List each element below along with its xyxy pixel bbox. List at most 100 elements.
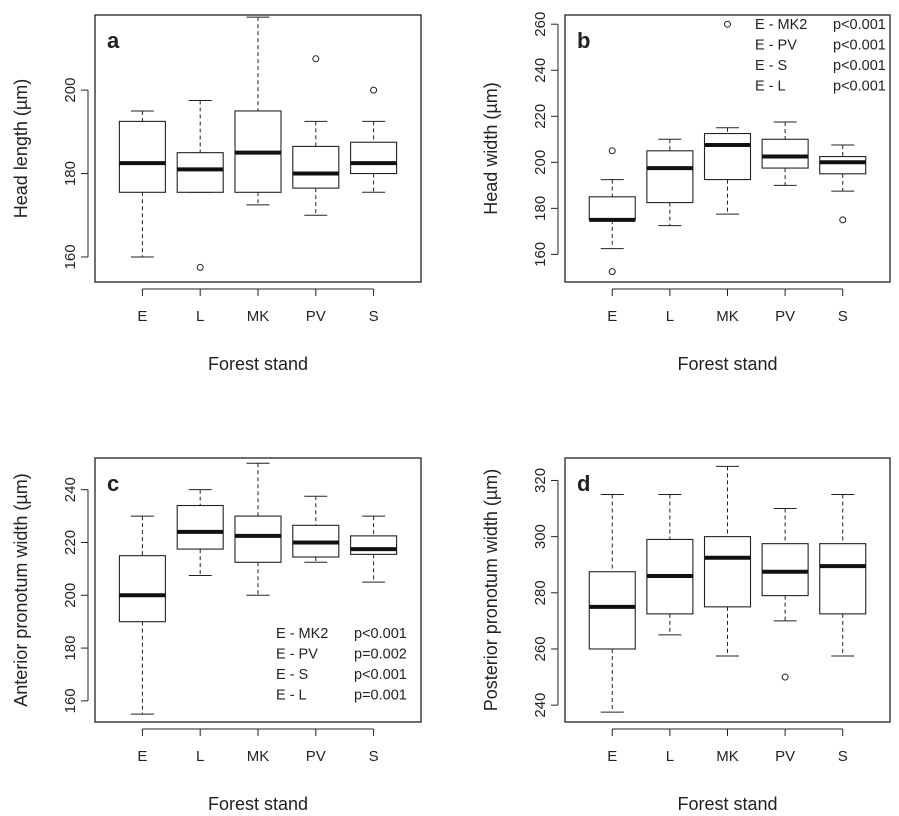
box-PV <box>292 55 340 216</box>
y-tick-label: 160 <box>532 242 549 267</box>
box-S <box>350 86 398 193</box>
x-tick-label: L <box>196 748 204 765</box>
iqr-box <box>819 543 867 615</box>
box-E <box>588 147 636 276</box>
annotation-p-value: p<0.001 <box>833 17 886 33</box>
y-axis-title: Anterior pronotum width (µm) <box>11 473 31 706</box>
iqr-box <box>234 515 282 563</box>
outlier-point <box>839 216 847 224</box>
outlier-point <box>608 268 616 276</box>
box-S <box>819 144 867 224</box>
outlier-point <box>608 147 616 155</box>
y-tick-label: 220 <box>532 104 549 129</box>
annotation-pair: E - S <box>276 667 308 683</box>
y-tick-label: 320 <box>532 468 549 493</box>
box-MK <box>234 16 282 206</box>
y-tick-label: 240 <box>532 693 549 718</box>
panel-label: d <box>577 471 590 496</box>
y-axis-title: Head width (µm) <box>481 82 501 214</box>
panel-a: a 160 180 200 E L MK PV S Forest stand Head length… <box>11 14 422 374</box>
panel-label: c <box>107 471 119 496</box>
box-L <box>176 489 224 576</box>
x-tick-label: PV <box>775 748 795 765</box>
box-S <box>819 494 867 657</box>
x-tick-label: L <box>666 308 674 325</box>
y-tick-label: 200 <box>532 150 549 175</box>
y-tick-label: 260 <box>532 636 549 661</box>
outlier-point <box>312 55 320 63</box>
y-tick-label: 240 <box>532 58 549 83</box>
y-tick-label: 260 <box>532 12 549 37</box>
iqr-box <box>588 196 636 221</box>
panel-c: c 160 180 200 220 240 E L MK PV S Forest stand Anter… <box>11 457 422 814</box>
iqr-box <box>176 504 224 550</box>
outlier-point <box>781 673 789 681</box>
x-tick-label: S <box>369 748 379 765</box>
annotation-pair: E - L <box>755 79 786 95</box>
box-L <box>176 100 224 271</box>
x-tick-label: S <box>369 308 379 325</box>
annotation-pair: E - S <box>755 58 787 74</box>
y-tick-label: 160 <box>62 244 79 269</box>
annotation-pair: E - MK2 <box>755 17 807 33</box>
iqr-box <box>761 138 809 169</box>
iqr-box <box>118 120 166 193</box>
x-tick-label: PV <box>306 748 326 765</box>
x-axis-title: Forest stand <box>208 354 308 374</box>
outlier-point <box>196 263 204 271</box>
plot-frame <box>564 457 891 723</box>
iqr-box <box>588 571 636 650</box>
iqr-box <box>176 152 224 193</box>
box-MK <box>234 462 282 596</box>
outlier-point <box>724 20 731 28</box>
x-tick-label: MK <box>247 748 270 765</box>
x-tick-label: PV <box>775 308 795 325</box>
plot-frame <box>94 457 422 723</box>
box-PV <box>761 508 809 681</box>
x-tick-label: L <box>666 748 674 765</box>
panel-b: b 160 180 200 220 240 260 E L MK PV S Forest stand He… <box>481 12 891 374</box>
box-E <box>588 494 636 713</box>
x-tick-label: E <box>137 748 147 765</box>
outlier-point <box>370 86 378 94</box>
annotation-p-value: p=0.001 <box>354 688 407 704</box>
y-tick-label: 160 <box>62 688 79 713</box>
plot-frame <box>564 14 891 283</box>
box-PV <box>292 495 340 563</box>
x-axis-title: Forest stand <box>677 794 777 814</box>
iqr-box <box>703 132 752 181</box>
y-tick-label: 300 <box>532 524 549 549</box>
box-MK <box>703 465 752 657</box>
y-axis-title: Head length (µm) <box>11 79 31 218</box>
annotation-p-value: p<0.001 <box>354 667 407 683</box>
x-axis-title: Forest stand <box>677 354 777 374</box>
annotation-p-value: p<0.001 <box>833 79 886 95</box>
box-L <box>646 138 694 227</box>
y-tick-label: 200 <box>62 583 79 608</box>
iqr-box <box>819 156 867 175</box>
box-MK <box>703 20 752 215</box>
x-tick-label: E <box>607 748 617 765</box>
box-E <box>118 515 166 715</box>
y-tick-label: 220 <box>62 530 79 555</box>
box-PV <box>761 121 809 186</box>
x-tick-label: E <box>607 308 617 325</box>
annotation-p-value: p<0.001 <box>354 626 407 642</box>
x-axis-title: Forest stand <box>208 794 308 814</box>
iqr-box <box>292 145 340 189</box>
iqr-box <box>761 543 809 597</box>
y-tick-label: 180 <box>62 161 79 186</box>
annotation-pair: E - L <box>276 688 307 704</box>
iqr-box <box>118 555 166 623</box>
iqr-box <box>350 535 398 555</box>
box-L <box>646 494 694 636</box>
plot-frame <box>94 14 422 283</box>
x-tick-label: MK <box>716 748 739 765</box>
x-tick-label: E <box>137 308 147 325</box>
box-S <box>350 515 398 583</box>
x-tick-label: PV <box>306 308 326 325</box>
y-tick-label: 180 <box>62 636 79 661</box>
iqr-box <box>703 536 752 608</box>
x-tick-label: L <box>196 308 204 325</box>
